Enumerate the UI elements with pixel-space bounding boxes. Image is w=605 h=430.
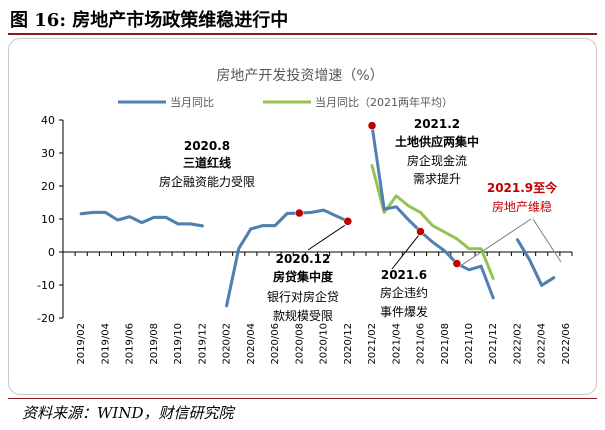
annotation-2020-12: 2020.12 房贷集中度 银行对房企贷 款规模受限	[267, 252, 339, 323]
highlight-marker	[452, 259, 462, 268]
x-tick-label: 2019/02	[76, 323, 87, 365]
highlight-marker	[416, 227, 425, 236]
annotation-2021-2-detail-1: 房企现金流	[407, 153, 467, 168]
x-tick-label: 2019/06	[125, 323, 136, 365]
highlight-marker	[367, 121, 377, 130]
arrow-2021-9-right	[532, 218, 562, 263]
series-line-2	[79, 164, 556, 308]
annotation-2021-9: 2021.9至今 房地产维稳	[487, 180, 558, 214]
x-tick-label: 2022/04	[537, 323, 548, 365]
x-tick-label: 2019/12	[197, 323, 208, 365]
x-tick-label: 2021/04	[391, 323, 402, 365]
annotation-2021-6-detail: 事件爆发	[380, 304, 428, 319]
annotation-2021-6-date: 2021.6	[381, 268, 427, 282]
x-tick-label: 2022/06	[561, 323, 572, 365]
annotation-2021-6: 2021.6 房企违约 事件爆发	[380, 268, 428, 319]
x-tick-label: 2021/06	[416, 323, 427, 365]
annotation-2021-2: 2021.2 土地供应两集中 房企现金流 需求提升	[395, 117, 479, 186]
arrow-2021-6	[391, 235, 419, 270]
y-tick-label: -10	[37, 279, 55, 292]
x-tick-label: 2021/12	[488, 323, 499, 365]
arrow-2021-9-left	[460, 218, 532, 266]
highlight-markers	[295, 121, 462, 268]
chart-frame	[8, 38, 597, 395]
y-tick-label: 40	[41, 114, 55, 127]
y-tick-label: 10	[41, 213, 55, 226]
x-tick-label: 2020/12	[343, 323, 354, 365]
x-tick-label: 2021/08	[440, 323, 451, 365]
x-tick-label: 2020/08	[294, 323, 305, 365]
series-line-1	[79, 124, 556, 308]
x-tick-label: 2019/04	[100, 323, 111, 365]
chart-title: 房地产开发投资增速（%）	[216, 68, 383, 84]
y-tick-label: 20	[41, 180, 55, 193]
annotation-2021-6-title: 房企违约	[380, 285, 428, 300]
x-tick-label: 2021/10	[464, 323, 475, 365]
x-tick-label: 2022/02	[512, 323, 523, 365]
x-tick-label: 2020/04	[246, 323, 257, 365]
x-tick-label: 2020/06	[270, 323, 281, 365]
figure-header: 图 16: 房地产市场政策维稳进行中	[8, 4, 597, 32]
annotation-2020-8-date: 2020.8	[184, 139, 230, 153]
y-tick-label: 0	[48, 246, 55, 259]
annotation-2021-2-detail-2: 需求提升	[413, 171, 461, 186]
annotation-2020-8: 2020.8 三道红线 房企融资能力受限	[159, 139, 255, 189]
legend: 当月同比 当月同比（2021两年平均）	[118, 95, 453, 109]
annotation-2020-12-date: 2020.12	[276, 252, 331, 266]
series-lines	[79, 124, 556, 308]
highlight-marker	[295, 208, 304, 218]
x-tick-label: 2020/02	[222, 323, 233, 365]
annotation-2020-8-title: 三道红线	[183, 155, 231, 170]
x-tick-label: 2019/08	[149, 323, 160, 365]
annotation-arrows	[307, 218, 562, 270]
annotation-2020-12-detail-2: 款规模受限	[273, 308, 333, 323]
annotation-2020-12-title: 房贷集中度	[273, 269, 334, 284]
legend-label-series-1: 当月同比	[170, 95, 214, 109]
annotation-2021-2-date: 2021.2	[414, 117, 460, 131]
annotation-2021-9-date: 2021.9至今	[487, 180, 558, 195]
arrow-2020-12	[307, 224, 346, 251]
annotation-2020-12-detail-1: 银行对房企贷	[267, 289, 339, 304]
axes: -20 -10 0 10 20 30 40 2019/02 2019/04 2019/06 2019…	[37, 114, 573, 365]
y-tick-label: -20	[37, 312, 55, 325]
x-tick-label: 2019/10	[173, 323, 184, 365]
highlight-marker	[343, 217, 353, 226]
annotation-2021-2-title: 土地供应两集中	[395, 134, 479, 149]
x-tick-label: 2021/02	[367, 323, 378, 365]
figure-title: 图 16: 房地产市场政策维稳进行中	[10, 10, 289, 31]
source-note: 资料来源：WIND，财信研究院	[22, 404, 234, 422]
annotation-2021-9-title: 房地产维稳	[492, 199, 552, 214]
legend-label-series-2: 当月同比（2021两年平均）	[315, 95, 453, 109]
y-tick-label: 30	[41, 147, 55, 160]
annotation-2020-8-detail: 房企融资能力受限	[159, 174, 255, 189]
source-rule	[8, 398, 597, 399]
x-tick-label: 2020/10	[319, 323, 330, 365]
title-rule	[8, 33, 597, 35]
